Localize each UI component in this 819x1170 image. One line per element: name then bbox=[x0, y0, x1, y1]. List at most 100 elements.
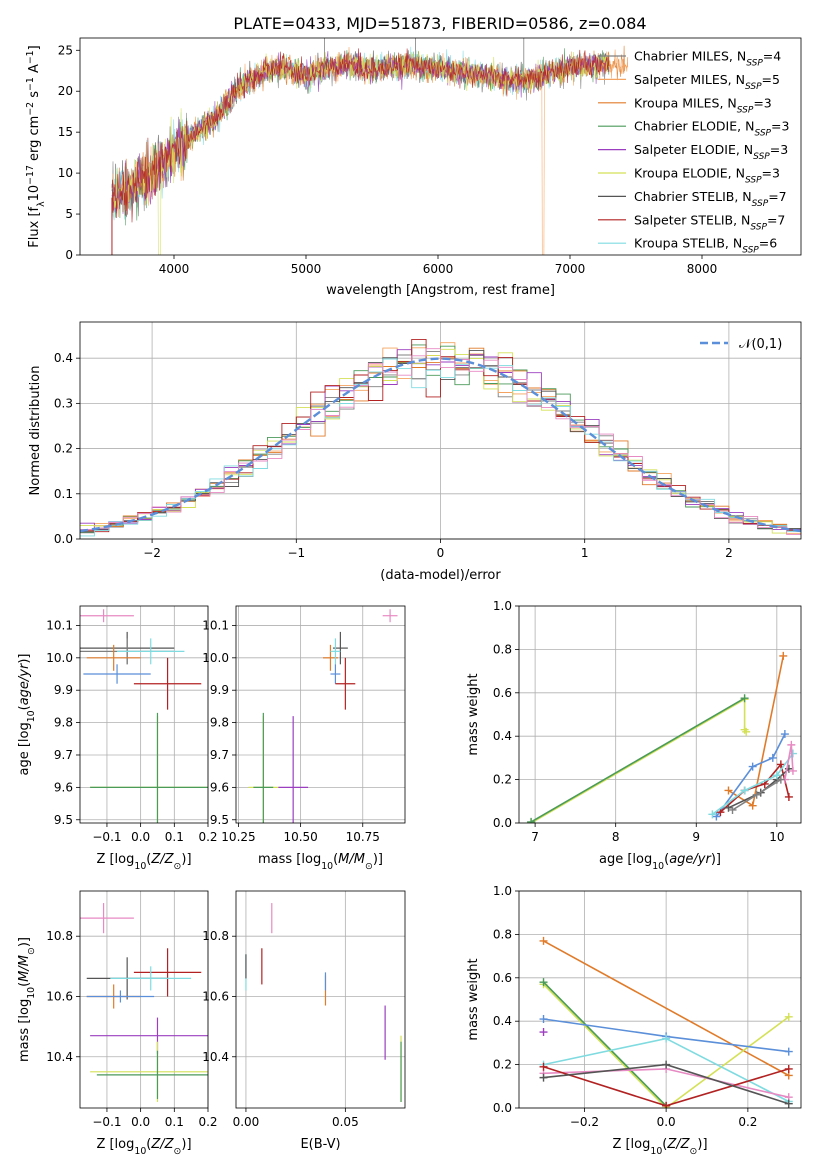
y-tick-label: 10.4 bbox=[202, 1050, 229, 1064]
legend-entry: Kroupa STELIB, NSSP=6 bbox=[634, 236, 777, 256]
y-tick-label: 0.3 bbox=[54, 396, 73, 410]
age-vs-metallicity-panel: −0.1 0.0 0.1 0.2 9.5 9.6 9.7 9.8 9.9 10.0 10.1 Z [l… bbox=[17, 605, 218, 872]
data-point bbox=[133, 657, 202, 710]
y-tick-label: 10.6 bbox=[202, 989, 229, 1003]
x-tick-label: 0.2 bbox=[198, 1115, 217, 1129]
axes-frame bbox=[235, 890, 406, 1109]
y-axis-label: Normed distribution bbox=[28, 366, 43, 496]
x-tick-label: 1 bbox=[581, 546, 589, 560]
y-tick-label: 0.6 bbox=[493, 971, 512, 985]
legend-entry: Kroupa ELODIE, NSSP=3 bbox=[634, 166, 780, 186]
mass-weight-vs-age-panel: 7 8 9 10 0.0 0.2 0.4 0.6 0.8 1.0 age [log10(age/yr… bbox=[466, 599, 802, 872]
plus-marker bbox=[527, 817, 536, 823]
data-point bbox=[335, 657, 356, 710]
x-tick-label: 0.0 bbox=[131, 1115, 150, 1129]
y-tick-label: 0.4 bbox=[54, 351, 73, 365]
mass-weight-series bbox=[728, 775, 785, 814]
plus-marker bbox=[776, 760, 785, 769]
plus-marker bbox=[740, 694, 749, 703]
residual-histogram bbox=[80, 358, 801, 537]
y-tick-label: 0.2 bbox=[54, 442, 73, 456]
y-axis-label: Flux [fλ10−17 erg cm−2 s−1 A−1] bbox=[25, 45, 47, 247]
legend-entry: Salpeter MILES, NSSP=5 bbox=[634, 72, 780, 92]
plot-area bbox=[539, 936, 793, 1108]
data-point bbox=[80, 609, 134, 623]
y-tick-label: 15 bbox=[58, 125, 73, 139]
data-point bbox=[278, 716, 309, 823]
plus-marker bbox=[788, 766, 797, 775]
plus-marker bbox=[728, 805, 737, 814]
mass-weight-series bbox=[539, 978, 671, 1108]
y-tick-label: 0 bbox=[65, 248, 73, 262]
x-axis-label: mass [log10(M/M⊙)] bbox=[258, 852, 383, 872]
y-tick-label: 10.8 bbox=[46, 929, 73, 943]
y-tick-label: 9.7 bbox=[54, 748, 73, 762]
y-tick-label: 9.7 bbox=[210, 748, 229, 762]
x-tick-label: 9 bbox=[692, 830, 700, 844]
y-tick-label: 25 bbox=[58, 43, 73, 57]
axes-frame bbox=[79, 37, 802, 256]
legend-entry: Chabrier MILES, NSSP=4 bbox=[634, 49, 781, 69]
series-line bbox=[530, 697, 747, 823]
mass-weight-vs-metallicity-panel: −0.2 0.0 0.2 0.0 0.2 0.4 0.6 0.8 1.0 Z [log10(Z/Z… bbox=[466, 884, 802, 1157]
data-point bbox=[253, 712, 274, 823]
plus-marker bbox=[724, 786, 733, 795]
y-tick-label: 9.9 bbox=[54, 683, 73, 697]
data-point bbox=[117, 638, 185, 665]
plus-marker bbox=[748, 801, 757, 810]
mass-vs-metallicity-panel: −0.1 0.0 0.1 0.2 10.4 10.6 10.8 Z [log10(Z/Z⊙)]… bbox=[17, 890, 218, 1157]
data-point bbox=[330, 638, 341, 665]
y-tick-label: 0.0 bbox=[54, 532, 73, 546]
x-tick-label: 0.0 bbox=[657, 1115, 676, 1129]
x-tick-label: −2 bbox=[143, 546, 161, 560]
y-tick-label: 0.2 bbox=[493, 1058, 512, 1072]
data-point bbox=[382, 609, 398, 623]
x-tick-label: 2 bbox=[725, 546, 733, 560]
x-axis-label: (data-model)/error bbox=[380, 568, 501, 583]
legend-entry: Salpeter ELODIE, NSSP=3 bbox=[634, 142, 788, 162]
x-tick-label: 10 bbox=[769, 830, 784, 844]
residual-histogram-panel: −2 −1 0 1 2 0.0 0.1 0.2 0.3 0.4 𝒩(0,1) (data-model)… bbox=[28, 321, 802, 583]
age-vs-mass-panel: 10.25 10.50 10.75 9.5 9.6 9.7 9.8 9.9 10.0 10.1 ma… bbox=[202, 605, 406, 872]
series-line bbox=[711, 753, 794, 815]
mass-weight-series bbox=[539, 1062, 793, 1108]
y-tick-label: 10.4 bbox=[46, 1050, 73, 1064]
x-tick-label: 6000 bbox=[423, 262, 454, 276]
x-tick-label: −1 bbox=[287, 546, 305, 560]
plus-marker bbox=[784, 1099, 793, 1108]
y-tick-label: 1.0 bbox=[493, 884, 512, 898]
x-tick-label: −0.1 bbox=[92, 1115, 121, 1129]
plus-marker bbox=[539, 936, 548, 945]
plus-marker bbox=[779, 651, 788, 660]
plot-area bbox=[111, 38, 629, 255]
y-tick-label: 0.0 bbox=[493, 1101, 512, 1115]
axes-frame bbox=[79, 321, 802, 540]
mass-weight-series bbox=[712, 730, 789, 821]
data-point bbox=[80, 903, 134, 934]
plus-marker bbox=[742, 727, 751, 736]
y-tick-label: 9.5 bbox=[210, 813, 229, 827]
data-point bbox=[86, 644, 141, 671]
x-tick-label: 5000 bbox=[291, 262, 322, 276]
plus-marker bbox=[539, 978, 548, 987]
series-line bbox=[715, 733, 786, 817]
x-tick-label: 10.75 bbox=[346, 830, 380, 844]
x-tick-label: 4000 bbox=[159, 262, 190, 276]
plot-area bbox=[245, 903, 402, 1102]
plus-marker bbox=[784, 1047, 793, 1056]
x-tick-label: 0 bbox=[437, 546, 445, 560]
y-tick-label: 9.5 bbox=[54, 813, 73, 827]
mass-weight-series bbox=[708, 749, 797, 819]
x-tick-label: 0.1 bbox=[165, 1115, 184, 1129]
x-tick-label: 7 bbox=[531, 830, 539, 844]
x-axis-label: age [log10(age/yr)] bbox=[599, 852, 721, 872]
plot-area bbox=[248, 609, 398, 823]
y-tick-label: 9.6 bbox=[54, 780, 73, 794]
plus-marker bbox=[784, 792, 793, 801]
y-tick-label: 5 bbox=[65, 207, 73, 221]
y-tick-label: 0.6 bbox=[493, 686, 512, 700]
plus-marker bbox=[724, 803, 733, 812]
plus-marker bbox=[662, 1034, 671, 1043]
legend-entry: Chabrier STELIB, NSSP=7 bbox=[634, 189, 787, 209]
x-tick-label: 0.2 bbox=[198, 830, 217, 844]
